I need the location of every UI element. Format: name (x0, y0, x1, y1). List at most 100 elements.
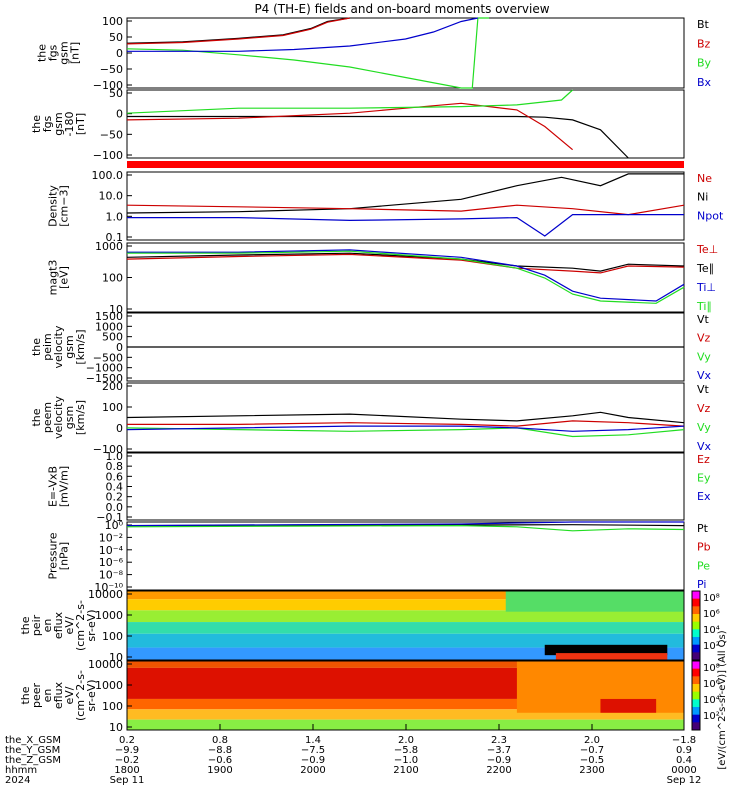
panel-frame (126, 89, 685, 159)
panel-density: 100.0 10.0 1.0 0.1 Density[cm−3] Ne Ni Npot (47, 169, 724, 244)
legend-Vy: Vy (697, 421, 711, 434)
heatmap-band (127, 622, 684, 634)
y-axis-label: peer (30, 683, 43, 709)
y-axis-label: eV/ (63, 686, 76, 704)
y-tick-label: 10⁻¹⁰ (94, 581, 123, 594)
time-axis-value: −7.5 (301, 745, 325, 756)
y-axis-label: the (36, 44, 49, 62)
y-axis-label: en (41, 619, 54, 633)
y-tick-label: 10.0 (99, 190, 124, 203)
y-axis-label: eV/ (63, 616, 76, 634)
y-tick-label: 0.2 (106, 491, 124, 504)
y-tick-label: 1000 (95, 609, 123, 622)
series-line-Bz (126, 17, 350, 45)
colorbar-segment (692, 722, 700, 731)
time-axis-labels: the_X_GSM 0.2 0.8 1.4 2.0 2.3 2.0 −1.8 the_Y_GSM… (5, 724, 701, 786)
heatmap-band (127, 633, 684, 648)
y-tick-label: 0.8 (106, 460, 124, 473)
time-axis-row-label: the_Y_GSM (5, 745, 60, 756)
legend-Pe: Pe (697, 559, 710, 572)
colorbar-tick-label: 10⁸ (703, 593, 720, 604)
series-line-Vx (126, 425, 685, 432)
legend-By: By (697, 57, 712, 70)
y-tick-label: 100 (102, 15, 123, 28)
colorbar-segment (692, 676, 700, 685)
y-tick-label: 10⁻² (99, 531, 123, 544)
panel-frame (126, 382, 685, 453)
time-axis-value: −0.5 (580, 755, 604, 766)
y-axis-label: the (19, 686, 32, 704)
time-axis-value: −9.9 (115, 745, 139, 756)
legend-Te∥: Te∥ (696, 262, 714, 275)
y-tick-label: 1500 (95, 310, 123, 323)
colorbar-frame (691, 590, 701, 661)
y-tick-label: −1000 (86, 362, 123, 375)
series-line-Pi (126, 521, 684, 527)
colorbar-tick-label: 10² (703, 641, 720, 652)
y-axis-label: the (30, 338, 43, 356)
colorbar-segment (692, 661, 700, 670)
y-tick-label: 100 (102, 630, 123, 643)
panel-the_peir_en_eflux: 10000 1000 100 10 thepeirenefluxeV/(cm^2-s-s… (19, 588, 701, 664)
legend-Npot: Npot (697, 209, 724, 222)
time-axis-value: −0.9 (487, 755, 511, 766)
y-axis-label: fgs (41, 115, 54, 132)
panel-frame (126, 452, 685, 521)
y-tick-label: 0.1 (106, 231, 124, 244)
legend-Ex: Ex (697, 490, 711, 503)
y-axis-label: [mV/m] (58, 466, 71, 507)
series-line-By (126, 89, 574, 114)
time-axis-value: 2300 (579, 765, 604, 776)
colorbar-tick-label: 10² (703, 711, 720, 722)
colorbar-tick-label: 10⁸ (703, 663, 720, 674)
time-axis-value: −3.7 (487, 745, 511, 756)
panels-group: 100500−50−100thefgsgsm[nT]BtBzByBx500−50… (19, 15, 728, 770)
series-line-Bx (127, 17, 479, 52)
y-axis-label: [nT] (74, 113, 87, 135)
y-tick-label: 100 (102, 700, 123, 713)
time-axis-value: 0.9 (676, 745, 692, 756)
y-axis-label: Pressure (47, 532, 60, 579)
series-line-By (126, 17, 490, 89)
time-axis-value: 2.0 (398, 735, 414, 746)
figure-title: P4 (TH-E) fields and on-board moments ov… (254, 2, 549, 16)
panel-the_peer_en_eflux: 10000 1000 100 10 thepeerenefluxeV/(cm^2-s-s… (19, 658, 701, 734)
legend-Pt: Pt (697, 522, 709, 535)
y-axis-label: gsm (63, 335, 76, 358)
y-axis-label: [cm−3] (58, 185, 71, 227)
time-axis-value: 2.0 (584, 735, 600, 746)
y-axis-label: -180 (63, 112, 76, 137)
y-tick-label: −50 (100, 128, 123, 141)
legend-Ti⊥: Ti⊥ (696, 281, 716, 294)
y-axis-label: [nT] (69, 42, 82, 64)
y-axis-label: (cm^2-s- (74, 670, 87, 721)
legend-Vz: Vz (697, 402, 711, 415)
y-axis-label: eflux (52, 611, 65, 639)
series-line-Vy (126, 427, 685, 438)
series-line-Te⊥ (126, 253, 685, 274)
colorbar-segment (692, 644, 700, 653)
y-axis-label: peim (41, 333, 54, 361)
colorbar-segment (692, 707, 700, 716)
time-axis-value: −8.8 (208, 745, 232, 756)
y-tick-label: 10⁻⁶ (99, 556, 124, 569)
heatmap-cells (127, 661, 684, 730)
panel-magt3: 1000 100 10 magt3[eV] Te⊥ Te∥ Ti⊥ Ti∥ (47, 240, 719, 316)
legend-Vx: Vx (697, 369, 712, 382)
colorbar-segment (692, 691, 700, 700)
legend-Ez: Ez (697, 453, 710, 466)
y-tick-label: 50 (109, 31, 123, 44)
y-axis-label: gsm (58, 41, 71, 64)
time-axis-value: −0.2 (115, 755, 139, 766)
legend-Bx: Bx (697, 76, 712, 89)
series-line-Ti⊥ (127, 249, 685, 302)
y-tick-label: 0 (116, 47, 123, 60)
colorbar-segment (692, 637, 700, 646)
y-axis-label: fgs (47, 44, 60, 61)
colorbar-segment (692, 621, 700, 630)
series-line-Ti∥ (127, 250, 685, 304)
series-line-Vt (126, 411, 685, 424)
